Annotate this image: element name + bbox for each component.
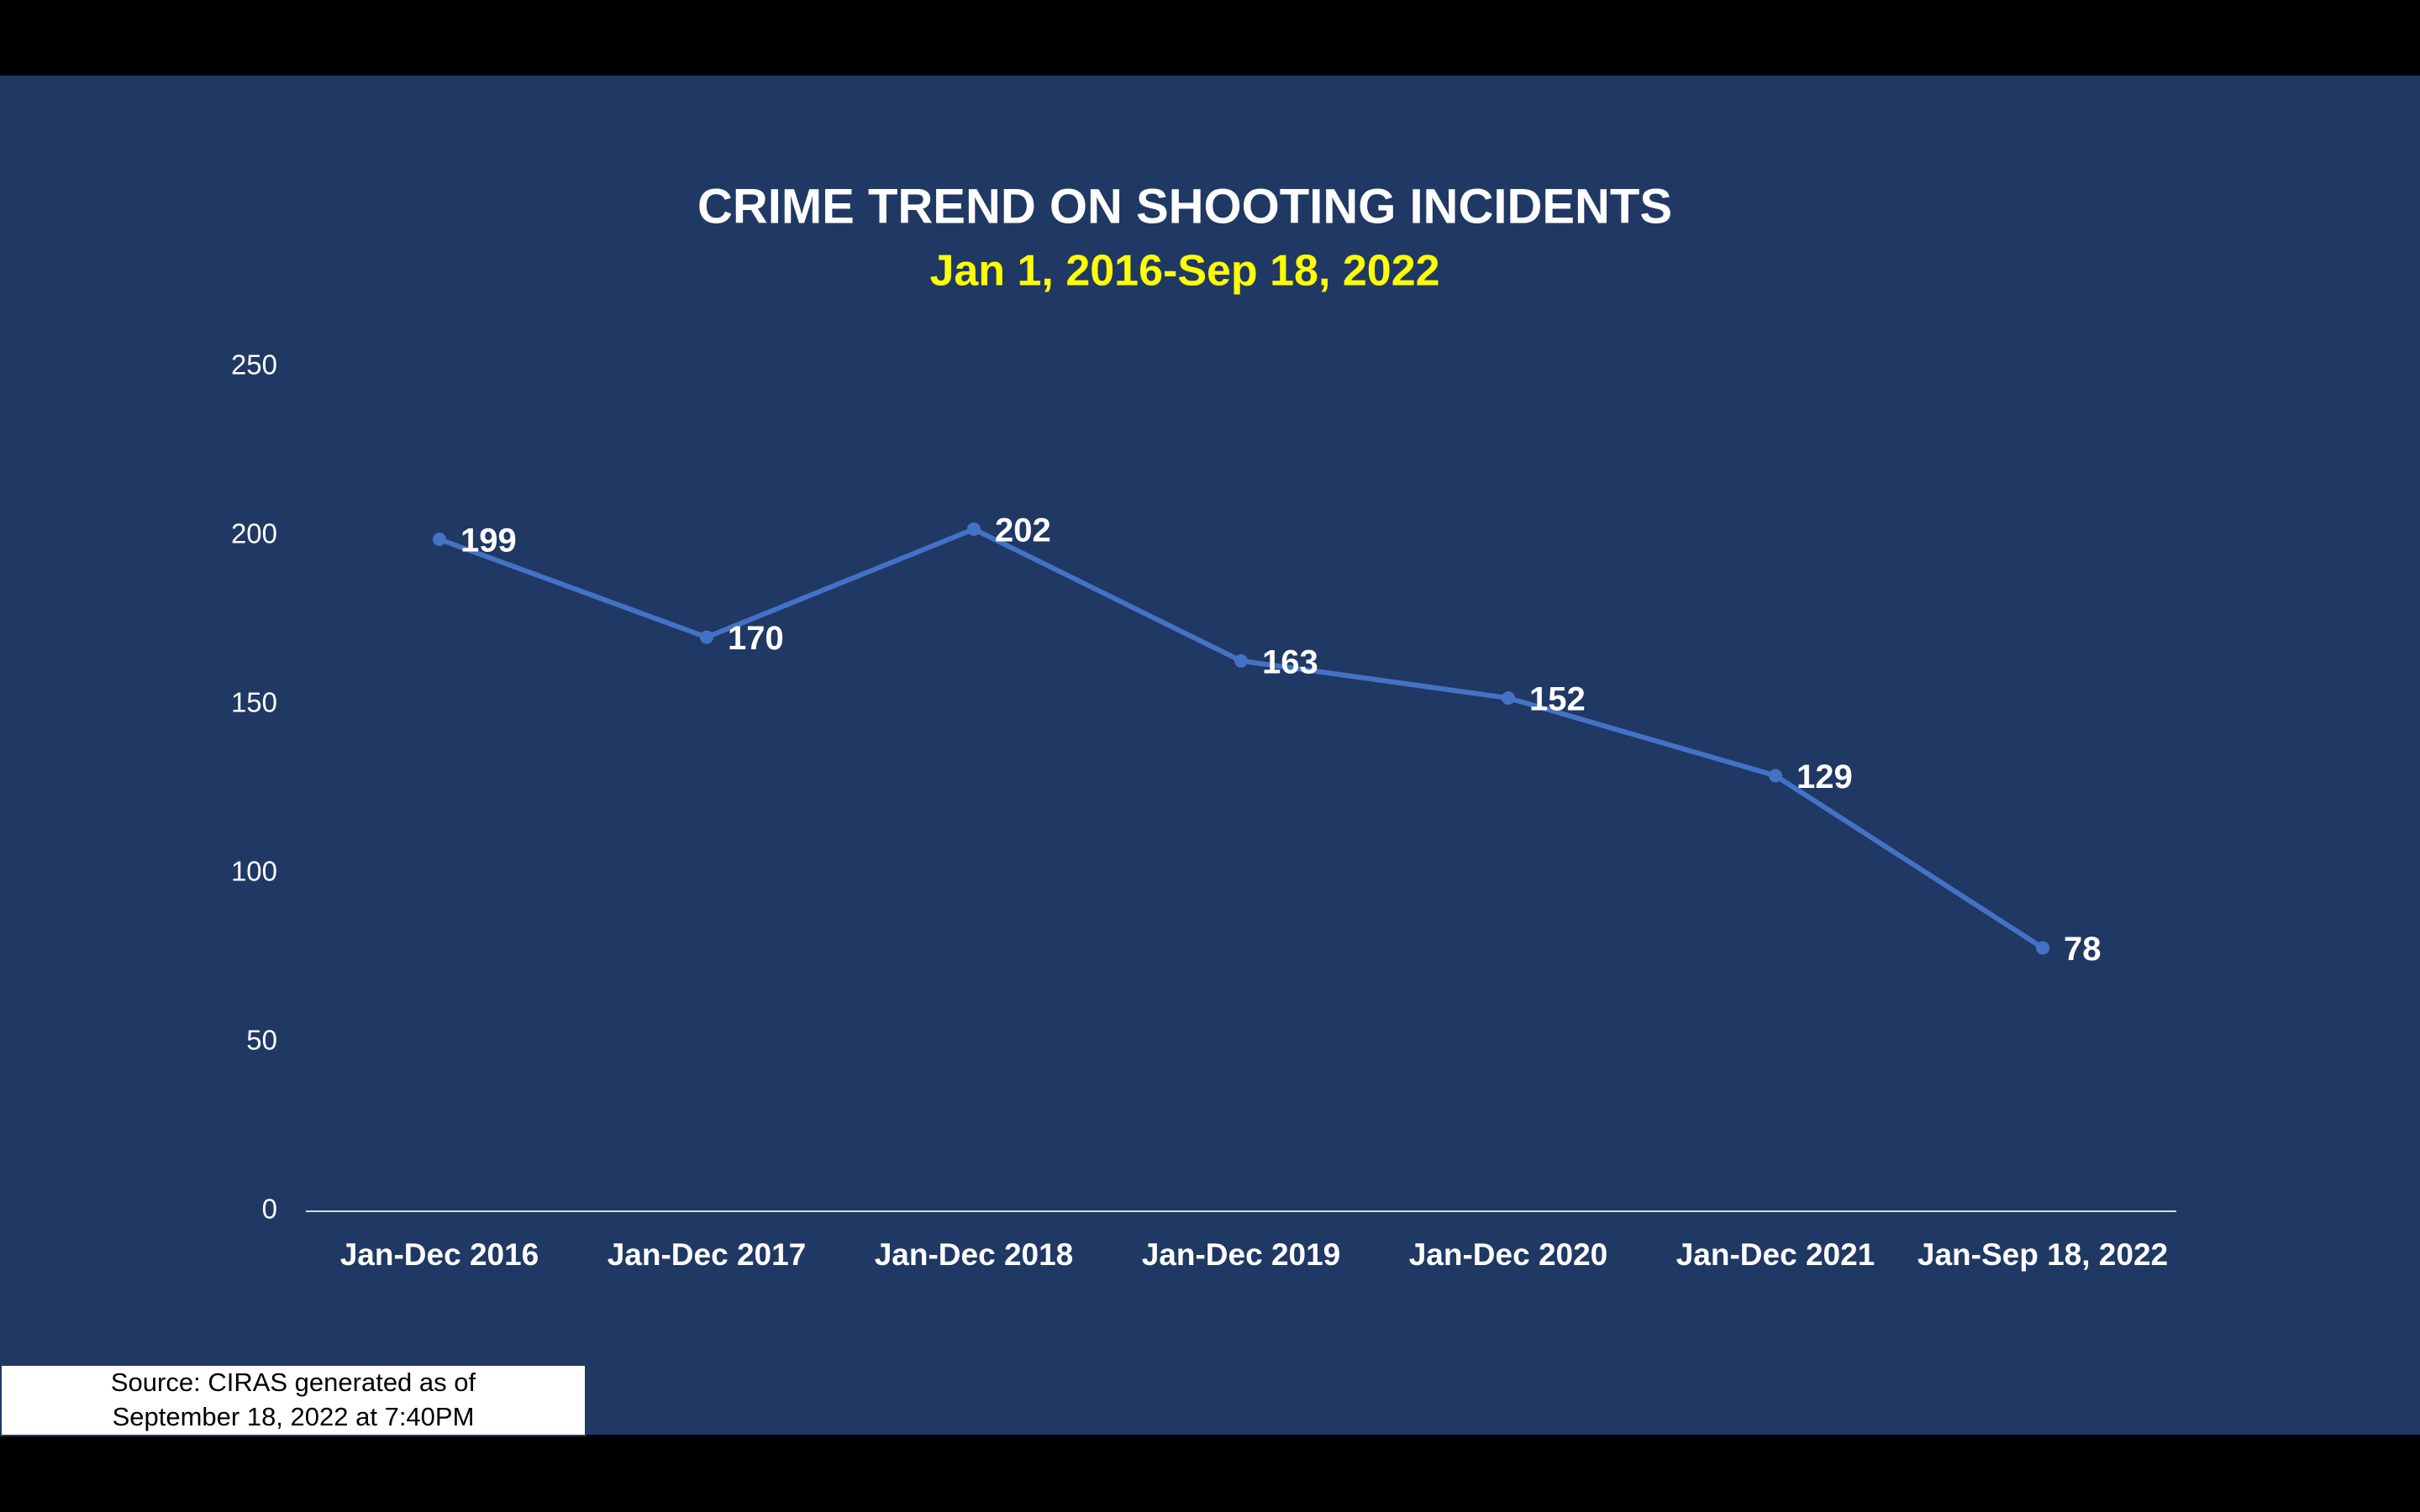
data-label: 78	[2064, 931, 2102, 968]
point	[967, 522, 981, 536]
data-label: 199	[460, 522, 517, 559]
point	[1502, 690, 1515, 705]
source-text: Source: CIRAS generated as of	[111, 1368, 476, 1397]
chart-subtitle: Jan 1, 2016-Sep 18, 2022	[929, 247, 1439, 296]
point	[1234, 654, 1248, 668]
source-box	[0, 1364, 587, 1436]
y-tick-label: 250	[231, 349, 277, 381]
chart-title: CRIME TREND ON SHOOTING INCIDENTS	[697, 179, 1672, 234]
point	[2036, 941, 2049, 955]
y-tick-label: 0	[262, 1194, 277, 1225]
x-tick-label: Jan-Dec 2019	[1142, 1237, 1341, 1272]
y-tick-label: 150	[231, 687, 277, 718]
point	[700, 630, 713, 644]
data-label: 129	[1797, 759, 1853, 795]
y-tick-label: 50	[246, 1025, 277, 1056]
x-tick-label: Jan-Dec 2020	[1409, 1237, 1608, 1272]
source-text: September 18, 2022 at 7:40PM	[113, 1402, 475, 1431]
x-tick-label: Jan-Dec 2016	[340, 1237, 539, 1272]
x-tick-label: Jan-Dec 2018	[875, 1237, 1074, 1272]
y-tick-label: 200	[231, 518, 277, 549]
slide	[0, 76, 2420, 1435]
point	[433, 533, 446, 547]
x-tick-label: Jan-Dec 2021	[1676, 1237, 1876, 1272]
point	[1769, 769, 1782, 783]
data-label: 152	[1529, 681, 1586, 718]
data-label: 202	[995, 512, 1051, 549]
x-tick-label: Jan-Dec 2017	[608, 1237, 807, 1272]
data-label: 170	[728, 620, 784, 657]
data-label: 163	[1262, 643, 1318, 680]
y-tick-label: 100	[231, 856, 277, 887]
x-tick-label: Jan-Sep 18, 2022	[1918, 1237, 2168, 1272]
